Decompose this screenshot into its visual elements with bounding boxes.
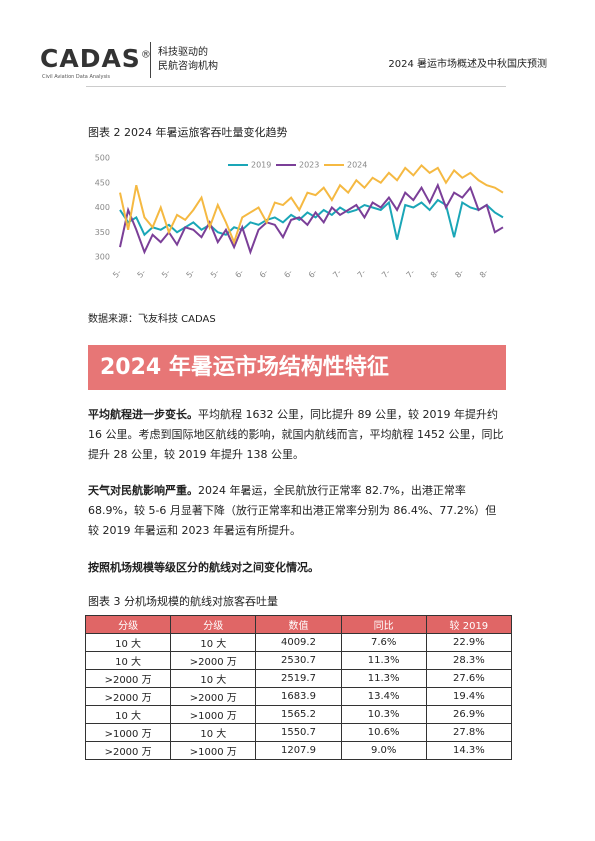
legend-label: 2019 (251, 161, 271, 170)
series-line (119, 182, 504, 256)
rule (86, 86, 506, 87)
logo: CADAS® (40, 44, 152, 73)
cell: >1000 万 (84, 723, 172, 742)
cell: 1207.9 (255, 741, 342, 760)
cell: 2519.7 (255, 669, 342, 688)
x-tick-label: 6- (258, 268, 270, 280)
cell: 10 大 (170, 723, 257, 742)
table-row: >1000 万 10 大 1550.7 10.6% 27.8% (84, 723, 513, 742)
header-cell: 数值 (255, 615, 342, 634)
table-row: >2000 万 >1000 万 1207.9 9.0% 14.3% (84, 741, 513, 760)
y-tick-label: 500 (95, 154, 110, 163)
cell: 14.3% (425, 741, 513, 760)
cell: 10.3% (340, 705, 427, 724)
x-tick-label: 5- (185, 268, 197, 280)
cell: 10 大 (170, 669, 257, 688)
x-tick-label: 7- (380, 268, 392, 280)
figure-caption: 图表 2 2024 年暑运旅客吞吐量变化趋势 (88, 126, 288, 139)
x-tick-label: 8- (429, 268, 441, 280)
y-tick-label: 400 (95, 203, 110, 212)
cell: 26.9% (425, 705, 513, 724)
section-banner: 2024 年暑运市场结构性特征 (88, 345, 506, 390)
y-tick-label: 450 (95, 178, 110, 187)
x-tick-label: 5- (160, 268, 172, 280)
table-row: >2000 万 10 大 2519.7 11.3% 27.6% (84, 669, 513, 688)
logo-sub: Civil Aviation Data Analysis (42, 74, 111, 80)
cell: 28.3% (425, 651, 513, 670)
lead: 天气对民航影响严重。 (88, 484, 198, 497)
cell: 11.3% (340, 669, 427, 688)
logo-mark: ® (140, 49, 152, 61)
y-tick-label: 350 (95, 228, 110, 237)
cell: 10.6% (340, 723, 427, 742)
cell: >2000 万 (170, 687, 257, 706)
table-row: >2000 万 >2000 万 1683.9 13.4% 19.4% (84, 687, 513, 706)
cell: 22.9% (425, 633, 513, 652)
cell: 4009.2 (255, 633, 342, 652)
header-cell: 较 2019 (425, 615, 513, 634)
cell: 1683.9 (255, 687, 342, 706)
legend-label: 2024 (347, 161, 367, 170)
header-cell: 同比 (340, 615, 427, 634)
x-tick-label: 7- (331, 268, 343, 280)
subheading: 按照机场规模等级区分的航线对之间变化情况。 (88, 561, 319, 574)
cell: 9.0% (340, 741, 427, 760)
cell: 1565.2 (255, 705, 342, 724)
cell: 7.6% (340, 633, 427, 652)
table-row: 10 大 10 大 4009.2 7.6% 22.9% (84, 633, 513, 652)
cell: 10 大 (84, 651, 172, 670)
x-tick-label: 6- (233, 268, 245, 280)
source: 数据来源：飞友科技 CADAS (88, 314, 216, 325)
chart: 300 350 400 450 500 5- 5- 5- 5- 5- 6- 6- 6- 6- 7- 7- 7- 7… (95, 154, 504, 280)
paragraph: 天气对民航影响严重。2024 年暑运，全民航放行正常率 82.7%，出港正常率 … (88, 481, 506, 541)
cell: >2000 万 (84, 741, 172, 760)
table-row: 10 大 >2000 万 2530.7 11.3% 28.3% (84, 651, 513, 670)
cell: >2000 万 (84, 687, 172, 706)
slogan: 科技驱动的民航咨询机构 (158, 46, 218, 74)
body: 2024 年暑运，全民航放行正常率 82.7%，出港正常率 68.9%，较 5-… (88, 484, 497, 537)
cell: 27.6% (425, 669, 513, 688)
cell: 11.3% (340, 651, 427, 670)
series-line (119, 163, 504, 246)
x-tick-label: 6- (282, 268, 294, 280)
cell: 10 大 (170, 633, 257, 652)
header-cell: 分级 (170, 615, 257, 634)
x-tick-label: 8- (453, 268, 465, 280)
table-row: 10 大 >1000 万 1565.2 10.3% 26.9% (84, 705, 513, 724)
x-tick-label: 7- (405, 268, 417, 280)
cell: 2530.7 (255, 651, 342, 670)
x-tick-label: 5- (111, 268, 123, 280)
cell: 19.4% (425, 687, 513, 706)
cell: 10 大 (84, 705, 172, 724)
x-tick-label: 8- (478, 268, 490, 280)
cell: >1000 万 (170, 705, 257, 724)
table: 分级 分级 数值 同比较 2019 10 大 10 大 4009.2 7.6% 22.9% 10 … (84, 615, 513, 760)
slogan-line: 科技驱动的 (158, 47, 208, 58)
cell: >1000 万 (170, 741, 257, 760)
report-title: 2024 暑运市场概述及中秋国庆预测 (388, 59, 547, 70)
paragraph: 平均航程进一步变长。平均航程 1632 公里，同比提升 89 公里，较 2019… (88, 405, 506, 465)
cell: 10 大 (84, 633, 172, 652)
divider (150, 42, 151, 78)
slogan-line: 民航咨询机构 (158, 61, 218, 72)
cell: >2000 万 (170, 651, 257, 670)
cell: 27.8% (425, 723, 513, 742)
table-caption: 图表 3 分机场规模的航线对旅客吞吐量 (88, 595, 278, 608)
body: 平均航程 1632 公里，同比提升 89 公里，较 2019 年提升约 16 公… (88, 408, 504, 461)
x-tick-label: 7- (356, 268, 368, 280)
logo-text: CADAS (40, 44, 141, 73)
cell: 1550.7 (255, 723, 342, 742)
x-tick-label: 5- (136, 268, 148, 280)
cell: 13.4% (340, 687, 427, 706)
x-tick-label: 5- (209, 268, 221, 280)
header-cell: 分级 (84, 615, 172, 634)
cell: >2000 万 (84, 669, 172, 688)
x-tick-label: 6- (307, 268, 319, 280)
y-tick-label: 300 (95, 253, 110, 262)
legend-label: 2023 (299, 161, 319, 170)
lead: 平均航程进一步变长。 (88, 408, 198, 421)
